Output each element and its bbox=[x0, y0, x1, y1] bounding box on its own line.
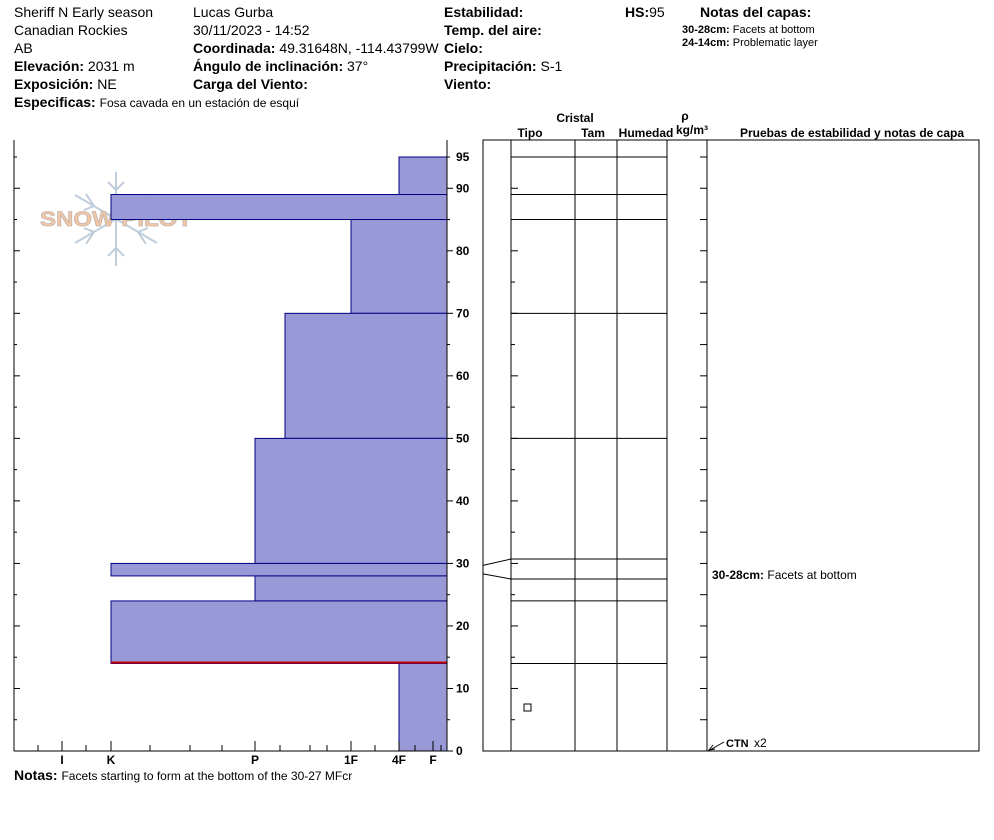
layer-note-annotation: 30-28cm: Facets at bottom bbox=[712, 568, 857, 582]
aspect-value: NE bbox=[97, 76, 117, 92]
mountain-range: Canadian Rockies bbox=[14, 22, 128, 38]
table-layer-lines bbox=[511, 156, 667, 664]
hardness-layers bbox=[110, 156, 448, 752]
aspect: Exposición: NE bbox=[14, 76, 117, 92]
height-tick-label: 95 bbox=[456, 150, 470, 164]
annotation-range: 30-28cm: bbox=[712, 568, 764, 582]
layer-note-1: 30-28cm: Facets at bottom bbox=[682, 24, 815, 37]
sky-label: Cielo: bbox=[444, 40, 483, 56]
coordinates: Coordinada: 49.31648N, -114.43799W bbox=[193, 40, 439, 56]
height-tick-label: 0 bbox=[456, 744, 463, 758]
wind-label: Viento: bbox=[444, 76, 492, 92]
layer-note-text: Problematic layer bbox=[732, 37, 818, 49]
hardness-axis: I K P 1F 4F F bbox=[37, 741, 442, 767]
height-tick-label: 80 bbox=[456, 244, 470, 258]
crystal-header: Cristal bbox=[556, 111, 593, 125]
layer-notes-title: Notas del capas: bbox=[700, 4, 812, 20]
height-tick-label: 60 bbox=[456, 369, 470, 383]
layer-note-range: 30-28cm: bbox=[682, 24, 730, 36]
elevation-label: Elevación: bbox=[14, 58, 85, 74]
observer: Lucas Gurba bbox=[193, 4, 274, 20]
hardness-tick-label: K bbox=[107, 753, 116, 767]
hardness-layer-bar bbox=[110, 600, 448, 664]
hardness-layer-bar bbox=[254, 575, 448, 602]
hardness-tick-label: I bbox=[60, 753, 63, 767]
specifics-label: Especificas: bbox=[14, 94, 96, 110]
height-tick-label: 40 bbox=[456, 494, 470, 508]
slope-label: Ángulo de inclinación: bbox=[193, 58, 344, 74]
hardness-layer-bar bbox=[110, 562, 448, 577]
datetime: 30/11/2023 - 14:52 bbox=[193, 22, 310, 38]
notes-text: Facets starting to form at the bottom of… bbox=[61, 769, 353, 783]
height-tick-label: 90 bbox=[456, 181, 470, 195]
height-tick-label: 30 bbox=[456, 556, 470, 570]
layer-note-range: 24-14cm: bbox=[682, 37, 730, 49]
precip-label: Precipitación: bbox=[444, 58, 537, 74]
density-unit-header: kg/m³ bbox=[676, 123, 708, 137]
slope-value: 37° bbox=[347, 58, 369, 74]
size-header: Tam bbox=[581, 126, 605, 140]
layer-note-text: Facets at bottom bbox=[732, 24, 815, 36]
height-tick-label: 50 bbox=[456, 431, 470, 445]
location-name: Sheriff N Early season bbox=[14, 4, 154, 20]
hardness-tick-label: F bbox=[429, 753, 436, 767]
hardness-layer-bar bbox=[398, 156, 448, 196]
layer-connector-line bbox=[482, 573, 512, 580]
hardness-layer-bar bbox=[284, 312, 448, 439]
wind-load-label: Carga del Viento: bbox=[193, 76, 308, 92]
aspect-label: Exposición: bbox=[14, 76, 94, 92]
hardness-tick-label: 1F bbox=[344, 753, 358, 767]
hardness-layer-bar bbox=[398, 662, 448, 752]
precipitation: Precipitación: S-1 bbox=[444, 58, 562, 74]
snow-height: HS:95 bbox=[625, 4, 665, 20]
test-count: x2 bbox=[754, 736, 767, 750]
elevation-value: 2031 m bbox=[87, 58, 135, 74]
state: AB bbox=[14, 40, 33, 56]
slope-angle: Ángulo de inclinación: 37° bbox=[193, 58, 368, 74]
stability-test-marker: CTN x2 bbox=[707, 736, 767, 751]
profile-table bbox=[482, 139, 980, 752]
hardness-tick-label: P bbox=[251, 753, 259, 767]
hs-value: 95 bbox=[649, 4, 665, 20]
coord-value: 49.31648N, -114.43799W bbox=[279, 40, 439, 56]
stability-label: Estabilidad: bbox=[444, 4, 524, 20]
layer-connector-line bbox=[482, 558, 512, 566]
specifics-value: Fosa cavada en un estación de esquí bbox=[99, 96, 300, 110]
elevation: Elevación: 2031 m bbox=[14, 58, 135, 74]
moisture-header: Humedad bbox=[619, 126, 674, 140]
rho-header: ρ bbox=[681, 109, 688, 123]
hardness-tick-label: 4F bbox=[392, 753, 406, 767]
test-label: CTN bbox=[726, 738, 749, 750]
height-tick-label: 20 bbox=[456, 619, 470, 633]
height-tick-label: 10 bbox=[456, 681, 470, 695]
air-temp-label: Temp. del aire: bbox=[444, 22, 542, 38]
specifics: Especificas: Fosa cavada en un estación … bbox=[14, 94, 299, 110]
hardness-layer-bar bbox=[110, 194, 448, 221]
height-axis: 0 10 20 30 40 50 60 70 80 90 95 bbox=[14, 140, 707, 758]
hardness-layer-bar bbox=[350, 219, 448, 314]
grain-symbol bbox=[523, 703, 532, 712]
layer-note-2: 24-14cm: Problematic layer bbox=[682, 37, 818, 50]
notes-label: Notas: bbox=[14, 767, 58, 783]
type-header: Tipo bbox=[517, 126, 542, 140]
notes: Notas: Facets starting to form at the bo… bbox=[14, 767, 352, 783]
hardness-layer-bar bbox=[254, 437, 448, 564]
precip-value: S-1 bbox=[540, 58, 563, 74]
layer-connectors bbox=[482, 558, 512, 580]
coord-label: Coordinada: bbox=[193, 40, 276, 56]
tests-header: Pruebas de estabilidad y notas de capa bbox=[740, 126, 964, 140]
height-tick-label: 70 bbox=[456, 306, 470, 320]
annotation-text: Facets at bottom bbox=[767, 568, 856, 582]
hs-label: HS: bbox=[625, 4, 650, 20]
